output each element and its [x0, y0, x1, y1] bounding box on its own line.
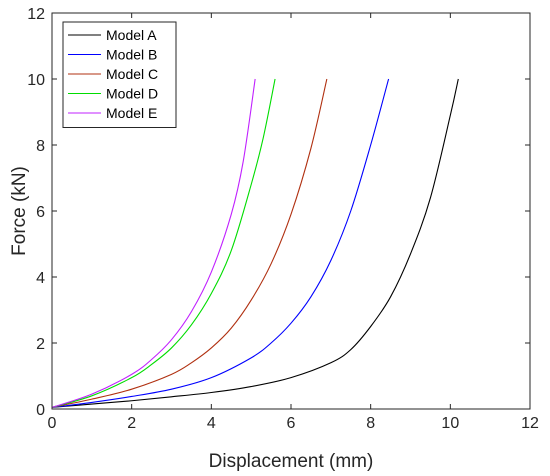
y-tick-label: 12: [27, 6, 45, 23]
x-tick-label: 6: [287, 415, 296, 432]
series-line-model-e: [51, 78, 256, 408]
y-tick-label: 10: [27, 72, 45, 89]
legend-label-model-d: Model D: [106, 86, 158, 102]
y-tick-label: 2: [36, 336, 45, 353]
y-tick-label: 4: [36, 270, 45, 287]
x-tick-label: 12: [521, 415, 539, 432]
series-line-model-a: [51, 78, 459, 408]
ticks-layer: 0 2 4 6 8 10 12 0 2 4 6 8 10 12: [27, 6, 539, 432]
x-tick-label: 2: [127, 415, 136, 432]
x-axis-title: Displacement (mm): [209, 451, 374, 472]
legend: Model A Model B Model C Model D Model E: [62, 21, 177, 128]
x-tick-label: 0: [48, 415, 57, 432]
x-tick-label: 10: [441, 415, 459, 432]
legend-box: [62, 21, 177, 128]
legend-label-model-c: Model C: [106, 66, 158, 82]
legend-label-model-a: Model A: [106, 27, 157, 43]
y-tick-label: 0: [36, 402, 45, 419]
series-line-model-c: [51, 78, 328, 408]
series-line-model-d: [51, 78, 276, 408]
y-axis-title: Force (kN): [9, 166, 30, 256]
series-line-model-b: [51, 78, 390, 408]
y-tick-label: 6: [36, 204, 45, 221]
legend-label-model-e: Model E: [106, 105, 157, 121]
legend-label-model-b: Model B: [106, 47, 157, 63]
series-layer: [51, 78, 459, 408]
x-tick-label: 8: [366, 415, 375, 432]
x-tick-label: 4: [207, 415, 216, 432]
y-tick-label: 8: [36, 138, 45, 155]
